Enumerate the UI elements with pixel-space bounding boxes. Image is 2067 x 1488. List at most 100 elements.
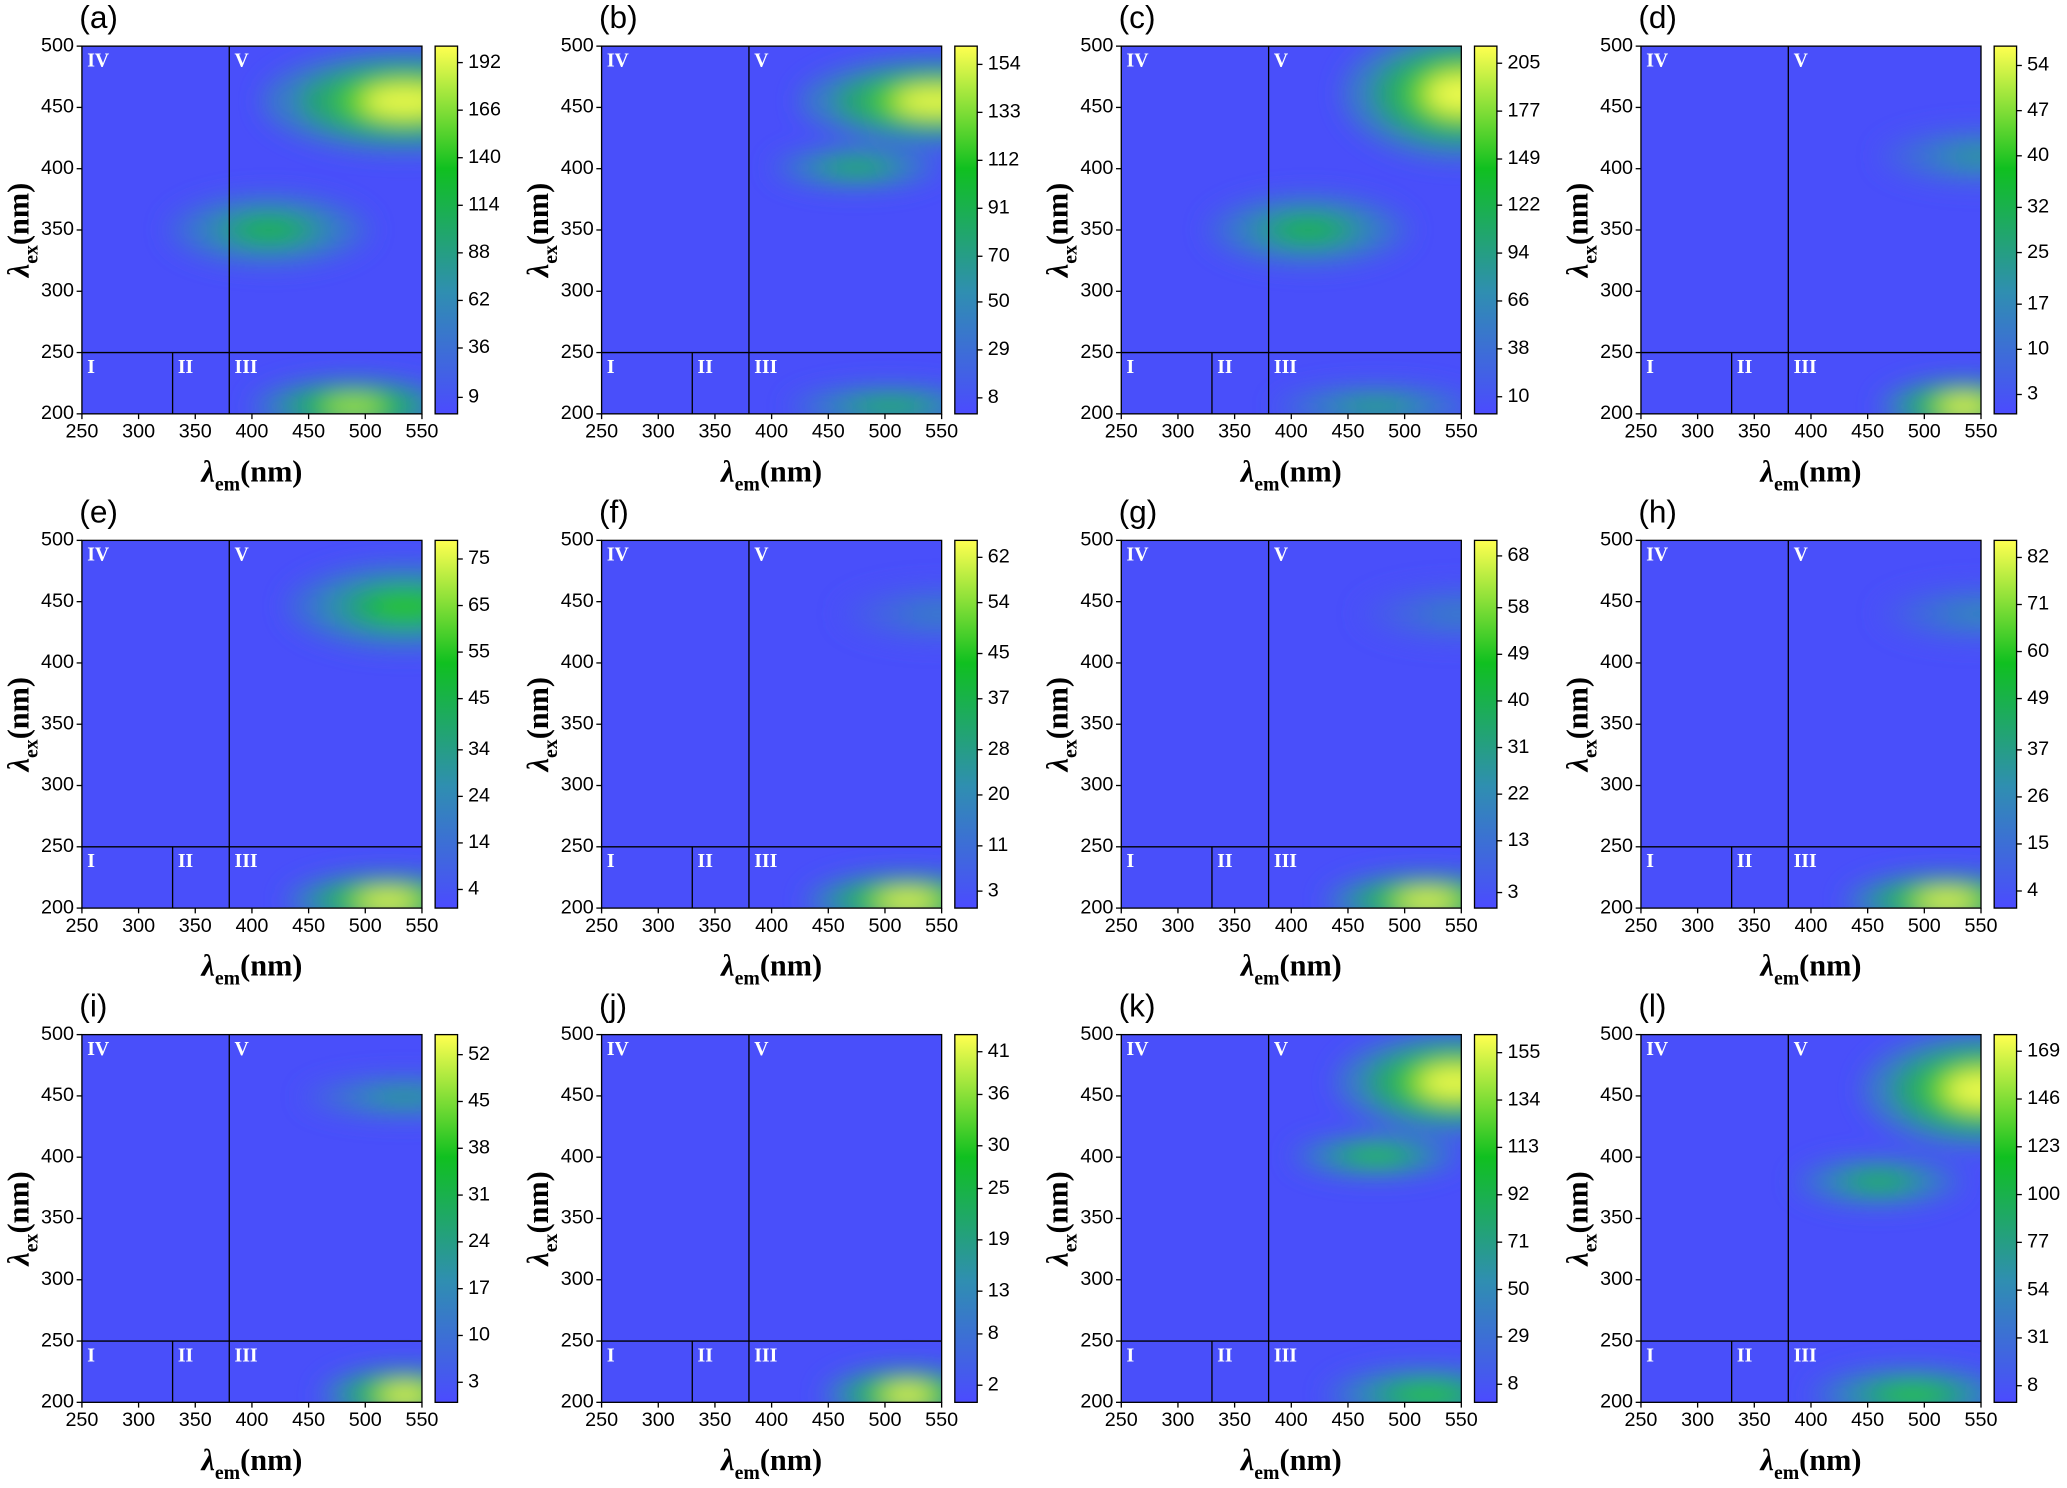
x-tick-label: 250 xyxy=(1624,421,1657,443)
colorbar-tick-label: 54 xyxy=(2027,54,2049,76)
y-tick-label: 200 xyxy=(561,896,594,918)
axis-symbol: λ xyxy=(199,1443,214,1477)
y-tick-label: 250 xyxy=(1600,341,1633,363)
colorbar-tick-label: 8 xyxy=(1507,1373,1518,1395)
axis-symbol: λ xyxy=(199,454,214,488)
contour-layer xyxy=(285,562,422,909)
axis-subscript: em xyxy=(735,967,761,989)
panel-label: (d) xyxy=(1638,0,1677,35)
y-tick-label: 200 xyxy=(561,402,594,424)
panel-label: (f) xyxy=(599,493,629,529)
x-axis-label: λem(nm) xyxy=(719,454,822,495)
y-tick-label: 350 xyxy=(1600,712,1633,734)
y-axis-label: λex(nm) xyxy=(1560,677,1601,773)
contour-fill xyxy=(1845,584,1981,909)
x-tick-label: 450 xyxy=(812,1409,845,1431)
x-axis-label: λem(nm) xyxy=(1759,454,1862,495)
colorbar-tick-label: 58 xyxy=(1507,596,1529,618)
region-label: IV xyxy=(607,544,630,566)
panel-label: (c) xyxy=(1119,0,1156,35)
colorbar-tick-label: 20 xyxy=(988,783,1010,805)
axis-subscript: em xyxy=(215,473,241,495)
contour-region xyxy=(1430,605,1462,623)
contour-layer xyxy=(166,49,422,414)
colorbar xyxy=(1993,45,2018,415)
y-tick-label: 200 xyxy=(1080,402,1113,424)
axis-unit: (nm) xyxy=(760,454,822,488)
contour-region xyxy=(877,891,939,909)
x-tick-label: 550 xyxy=(1965,1409,1998,1431)
contour-layer xyxy=(1879,127,1981,414)
colorbar-tick-label: 31 xyxy=(468,1183,490,1205)
axis-unit: (nm) xyxy=(240,949,302,983)
y-tick-label: 200 xyxy=(1600,402,1633,424)
region-label: V xyxy=(235,49,250,71)
contour-fill xyxy=(1206,46,1462,414)
x-tick-label: 400 xyxy=(755,1409,788,1431)
axis-symbol: λ xyxy=(1560,264,1594,279)
region-label: V xyxy=(754,49,769,71)
axis-symbol: λ xyxy=(1239,1443,1254,1477)
colorbar-tick-label: 8 xyxy=(988,1322,999,1344)
colorbar-tick-label: 50 xyxy=(988,290,1010,312)
region-label: V xyxy=(754,1038,769,1060)
region-label: I xyxy=(87,356,95,378)
contour-region xyxy=(831,160,883,175)
x-tick-label: 450 xyxy=(292,1409,325,1431)
colorbar xyxy=(434,539,459,909)
x-tick-label: 400 xyxy=(755,421,788,443)
axis-symbol: λ xyxy=(719,1443,734,1477)
region-label: III xyxy=(1274,850,1297,872)
axis-subscript: em xyxy=(735,1461,761,1483)
x-tick-label: 500 xyxy=(1908,1409,1941,1431)
colorbar-tick-label: 8 xyxy=(988,386,999,408)
x-tick-label: 350 xyxy=(1218,1409,1251,1431)
x-tick-label: 500 xyxy=(868,421,901,443)
panel-label: (j) xyxy=(599,988,627,1024)
y-axis-label: λex(nm) xyxy=(1,677,42,773)
region-label: III xyxy=(1794,356,1817,378)
panel-label: (g) xyxy=(1119,493,1158,529)
colorbar-tick-label: 146 xyxy=(2027,1087,2060,1109)
region-label: II xyxy=(1217,850,1233,872)
x-tick-label: 350 xyxy=(698,421,731,443)
contour-region xyxy=(1425,74,1462,114)
y-tick-label: 500 xyxy=(41,34,74,56)
colorbar-tick-label: 65 xyxy=(468,594,490,616)
colorbar-tick-label: 4 xyxy=(2027,879,2038,901)
y-tick-label: 450 xyxy=(1600,96,1633,118)
contour-layer xyxy=(302,1075,422,1403)
colorbar-tick-label: 154 xyxy=(988,53,1021,75)
y-tick-label: 250 xyxy=(1080,1329,1113,1351)
axis-symbol: λ xyxy=(1759,1443,1774,1477)
x-tick-label: 250 xyxy=(65,1409,98,1431)
y-tick-label: 250 xyxy=(561,835,594,857)
x-tick-label: 250 xyxy=(1105,915,1138,937)
region-label: IV xyxy=(87,544,110,566)
axis-subscript: ex xyxy=(20,1233,42,1252)
colorbar-tick-label: 113 xyxy=(1507,1136,1539,1158)
y-tick-label: 450 xyxy=(561,590,594,612)
colorbar-tick-label: 31 xyxy=(1507,736,1529,758)
colorbar xyxy=(1993,1033,2018,1403)
colorbar-tick-label: 4 xyxy=(468,878,479,900)
colorbar-tick-label: 37 xyxy=(2027,738,2049,760)
y-tick-label: 500 xyxy=(1080,1023,1113,1045)
x-tick-label: 300 xyxy=(1681,421,1714,443)
region-label: I xyxy=(1127,850,1135,872)
colorbar-tick-label: 32 xyxy=(2027,196,2049,218)
y-tick-label: 300 xyxy=(1600,774,1633,796)
axis-subscript: em xyxy=(1254,1461,1280,1483)
colorbar-tick-label: 13 xyxy=(988,1279,1010,1301)
x-tick-label: 250 xyxy=(1624,1409,1657,1431)
colorbar-tick-label: 11 xyxy=(988,834,1009,856)
colorbar-tick-label: 10 xyxy=(2027,338,2049,360)
colorbar-tick-label: 92 xyxy=(1507,1183,1529,1205)
x-tick-label: 450 xyxy=(1851,1409,1884,1431)
axis-symbol: λ xyxy=(1,758,35,773)
x-tick-label: 300 xyxy=(122,915,155,937)
